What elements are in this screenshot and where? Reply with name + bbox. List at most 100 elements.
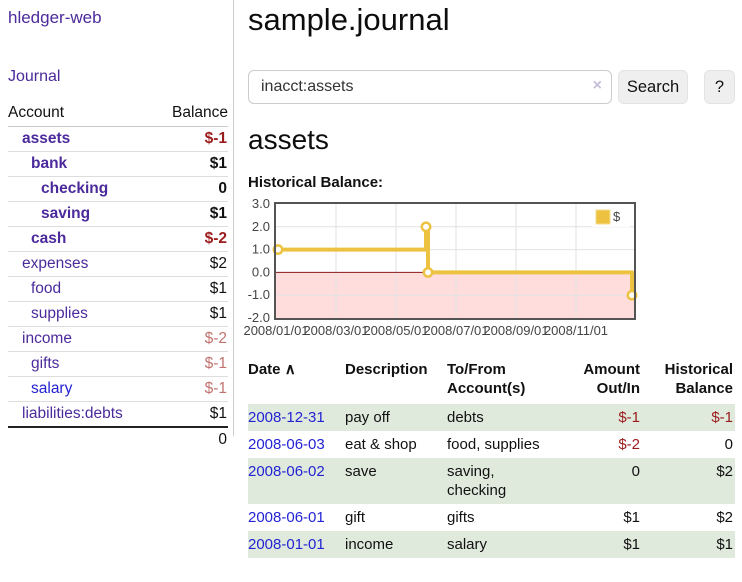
transaction-accounts: debts [447, 404, 555, 431]
account-row-checking: checking 0 [8, 176, 228, 202]
register-row: 2008-01-01 income salary $1 $1 [248, 531, 735, 558]
account-link-food[interactable]: food [31, 280, 62, 297]
transaction-accounts: food, supplies [447, 436, 540, 453]
register-row: 2008-06-01 gift gifts $1 $2 [248, 504, 735, 531]
account-link-cash[interactable]: cash [31, 230, 67, 247]
transaction-balance: 0 [724, 436, 733, 453]
account-balance: $-1 [155, 376, 228, 402]
svg-text:2008/09/01: 2008/09/01 [483, 323, 548, 338]
transaction-accounts: saving, checking [447, 458, 555, 504]
transaction-date-link[interactable]: 2008-12-31 [248, 409, 325, 426]
transaction-description: gift [345, 509, 366, 526]
register-header-account: To/From Account(s) [447, 361, 526, 397]
account-balance: $-1 [204, 130, 227, 147]
page-title: sample.journal [248, 2, 450, 37]
account-row-food: food $1 [8, 276, 228, 302]
transaction-description: pay off [345, 404, 447, 431]
account-link-saving[interactable]: saving [41, 205, 91, 222]
date-header-label: Date [248, 361, 281, 378]
accounts-total-value: 0 [155, 426, 228, 452]
svg-text:3.0: 3.0 [252, 196, 270, 211]
account-link-expenses[interactable]: expenses [22, 255, 89, 272]
account-link-bank[interactable]: bank [31, 155, 68, 172]
register-row: 2008-06-02 save saving, checking 0 $2 [248, 458, 735, 504]
account-row-cash: cash $-2 [8, 226, 228, 252]
transaction-description: eat & shop [345, 436, 417, 453]
account-row-gifts: gifts $-1 [8, 351, 228, 377]
main-content: sample.journal × Search ? assets Histori… [243, 0, 735, 582]
svg-text:$: $ [613, 209, 621, 224]
account-row-liabilities-debts: liabilities:debts $1 [8, 401, 228, 427]
account-balance: $1 [155, 276, 228, 302]
historical-balance-chart: $3.0 2.0 1.0 0.0 -1.0 -2.0 2008/01/01 2008/03/0… [243, 196, 648, 343]
account-link-supplies[interactable]: supplies [31, 305, 88, 322]
account-heading: assets [248, 124, 329, 155]
svg-text:2008/01/01: 2008/01/01 [243, 323, 308, 338]
transaction-amount: $1 [623, 509, 640, 526]
account-balance: $1 [155, 201, 228, 227]
svg-text:-2.0: -2.0 [248, 310, 270, 325]
register-row: 2008-12-31 pay off debts $-1 $-1 [248, 404, 735, 431]
accounts-total-row: 0 [8, 426, 228, 452]
register-table: Date ∧ Description To/From Account(s) Am… [248, 358, 735, 558]
account-row-bank: bank $1 [8, 151, 228, 177]
search-help-button[interactable]: ? [704, 70, 735, 104]
svg-text:-1.0: -1.0 [248, 287, 270, 302]
search-input[interactable] [248, 70, 612, 104]
account-link-income[interactable]: income [22, 330, 72, 347]
register-header-date[interactable]: Date ∧ [248, 358, 345, 404]
transaction-amount: $1 [555, 531, 642, 558]
account-link-assets[interactable]: assets [22, 130, 71, 147]
account-balance: 0 [155, 176, 228, 202]
sidebar-item-journal[interactable]: Journal [8, 68, 61, 85]
account-link-salary[interactable]: salary [31, 380, 73, 397]
transaction-amount: $-1 [555, 404, 642, 431]
accounts-table: Account Balance assets $-1 bank $1 check… [8, 102, 228, 452]
transaction-description: save [345, 458, 447, 504]
transaction-date-link[interactable]: 2008-01-01 [248, 536, 325, 553]
svg-text:2008/05/01: 2008/05/01 [363, 323, 428, 338]
transaction-balance: $2 [642, 458, 735, 504]
sort-asc-icon: ∧ [284, 361, 296, 378]
account-balance: $2 [155, 251, 228, 277]
app-title-link[interactable]: hledger-web [8, 8, 102, 27]
account-link-gifts[interactable]: gifts [31, 355, 60, 372]
transaction-balance: $-1 [642, 404, 735, 431]
register-header-description: Description [345, 361, 428, 378]
account-balance: $1 [155, 401, 228, 427]
account-row-assets: assets $-1 [8, 127, 228, 152]
search-button[interactable]: Search [618, 70, 688, 104]
transaction-description: income [345, 531, 447, 558]
account-row-income: income $-2 [8, 326, 228, 352]
clear-search-icon[interactable]: × [592, 77, 602, 94]
register-header-row: Date ∧ Description To/From Account(s) Am… [248, 358, 735, 404]
svg-text:2.0: 2.0 [252, 219, 270, 234]
chart-canvas: $3.0 2.0 1.0 0.0 -1.0 -2.02008/01/012008/03/0… [243, 196, 638, 338]
account-row-expenses: expenses $2 [8, 251, 228, 277]
accounts-header-account: Account [8, 102, 156, 127]
register-header-balance: Historical Balance [664, 361, 733, 397]
account-balance: $-2 [155, 226, 228, 252]
sidebar-divider [233, 0, 234, 436]
transaction-balance: $1 [642, 531, 735, 558]
svg-text:2008/07/01: 2008/07/01 [423, 323, 488, 338]
account-link-checking[interactable]: checking [41, 180, 109, 197]
account-row-salary: salary $-1 [8, 376, 228, 402]
transaction-accounts: gifts [447, 509, 475, 526]
account-link-liabilities-debts[interactable]: liabilities:debts [22, 405, 123, 422]
transaction-accounts: salary [447, 531, 555, 558]
svg-text:2008/11/01: 2008/11/01 [544, 323, 608, 338]
transaction-date-link[interactable]: 2008-06-02 [248, 463, 325, 480]
transaction-date-link[interactable]: 2008-06-03 [248, 436, 325, 453]
transaction-date-link[interactable]: 2008-06-01 [248, 509, 325, 526]
account-row-supplies: supplies $1 [8, 301, 228, 327]
register-header-amount: Amount Out/In [583, 361, 640, 397]
account-row-saving: saving $1 [8, 201, 228, 227]
svg-text:2008/03/01: 2008/03/01 [303, 323, 368, 338]
transaction-amount: $-2 [618, 436, 640, 453]
account-balance: $-1 [155, 351, 228, 377]
accounts-header-row: Account Balance [8, 102, 228, 127]
account-balance: $-2 [155, 326, 228, 352]
accounts-header-balance: Balance [155, 102, 228, 127]
